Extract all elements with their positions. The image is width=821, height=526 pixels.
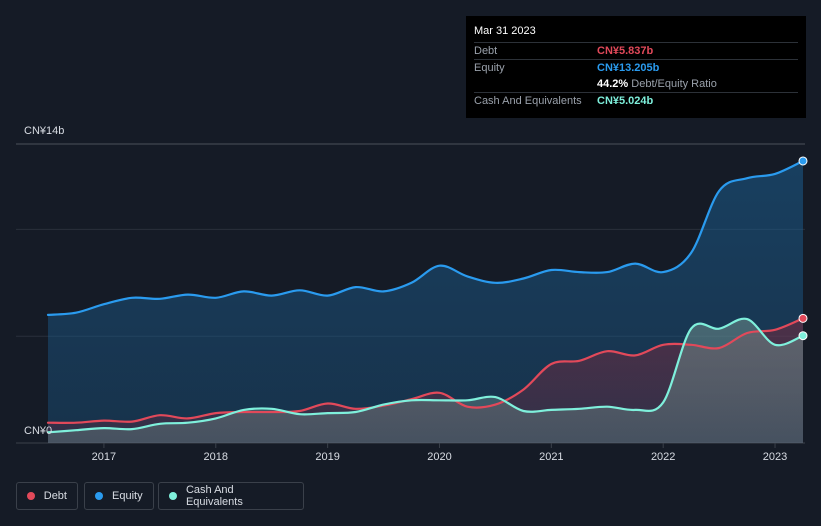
debt-line	[46, 317, 805, 424]
tooltip-ratio-number: 44.2%	[597, 78, 629, 90]
x-tick-label: 2020	[427, 451, 451, 463]
data-tooltip: Mar 31 2023 Debt CN¥5.837b Equity CN¥13.…	[466, 16, 806, 118]
tooltip-ratio-value: 44.2% Debt/Equity Ratio	[597, 76, 717, 92]
legend-cash[interactable]: Cash And Equivalents	[158, 482, 304, 510]
tooltip-equity-label: Equity	[474, 62, 505, 74]
tooltip-row-equity: Equity CN¥13.205b	[474, 59, 798, 76]
tooltip-debt-label: Debt	[474, 45, 498, 57]
legend-equity-label: Equity	[112, 490, 143, 502]
x-tick-label: 2021	[539, 451, 563, 463]
tooltip-row-cash: Cash And Equivalents CN¥5.024b	[474, 92, 798, 109]
legend-cash-dot	[169, 492, 177, 500]
cash-and-equivalents-line	[46, 317, 805, 434]
legend-equity[interactable]: Equity	[84, 482, 154, 510]
tooltip-date: Mar 31 2023	[474, 25, 536, 37]
equity-end-point	[798, 156, 808, 166]
y-axis-top-label: CN¥14b	[24, 125, 65, 137]
tooltip-cash-value: CN¥5.024b	[597, 95, 654, 107]
debt-end-point	[798, 313, 808, 323]
cash-and-equivalents-end-point	[798, 331, 808, 341]
legend-debt-label: Debt	[43, 490, 67, 502]
x-tick-label: 2018	[204, 451, 228, 463]
tooltip-cash-label: Cash And Equivalents	[474, 95, 582, 107]
x-tick-label: 2023	[763, 451, 787, 463]
tooltip-debt-value: CN¥5.837b	[597, 45, 654, 57]
tooltip-ratio-spacer	[474, 76, 597, 92]
x-tick-label: 2019	[315, 451, 339, 463]
legend-cash-label: Cash And Equivalents	[185, 484, 243, 508]
y-axis-bottom-label: CN¥0	[24, 425, 53, 437]
tooltip-ratio-label: Debt/Equity Ratio	[631, 78, 717, 90]
equity-line	[46, 159, 805, 316]
legend-debt[interactable]: Debt	[16, 482, 78, 510]
tooltip-row-ratio: 44.2% Debt/Equity Ratio	[474, 76, 798, 92]
x-tick-label: 2022	[651, 451, 675, 463]
x-tick-label: 2017	[92, 451, 116, 463]
tooltip-equity-value: CN¥13.205b	[597, 62, 660, 74]
legend-equity-dot	[95, 492, 103, 500]
legend-debt-dot	[27, 492, 35, 500]
tooltip-row-debt: Debt CN¥5.837b	[474, 42, 798, 59]
